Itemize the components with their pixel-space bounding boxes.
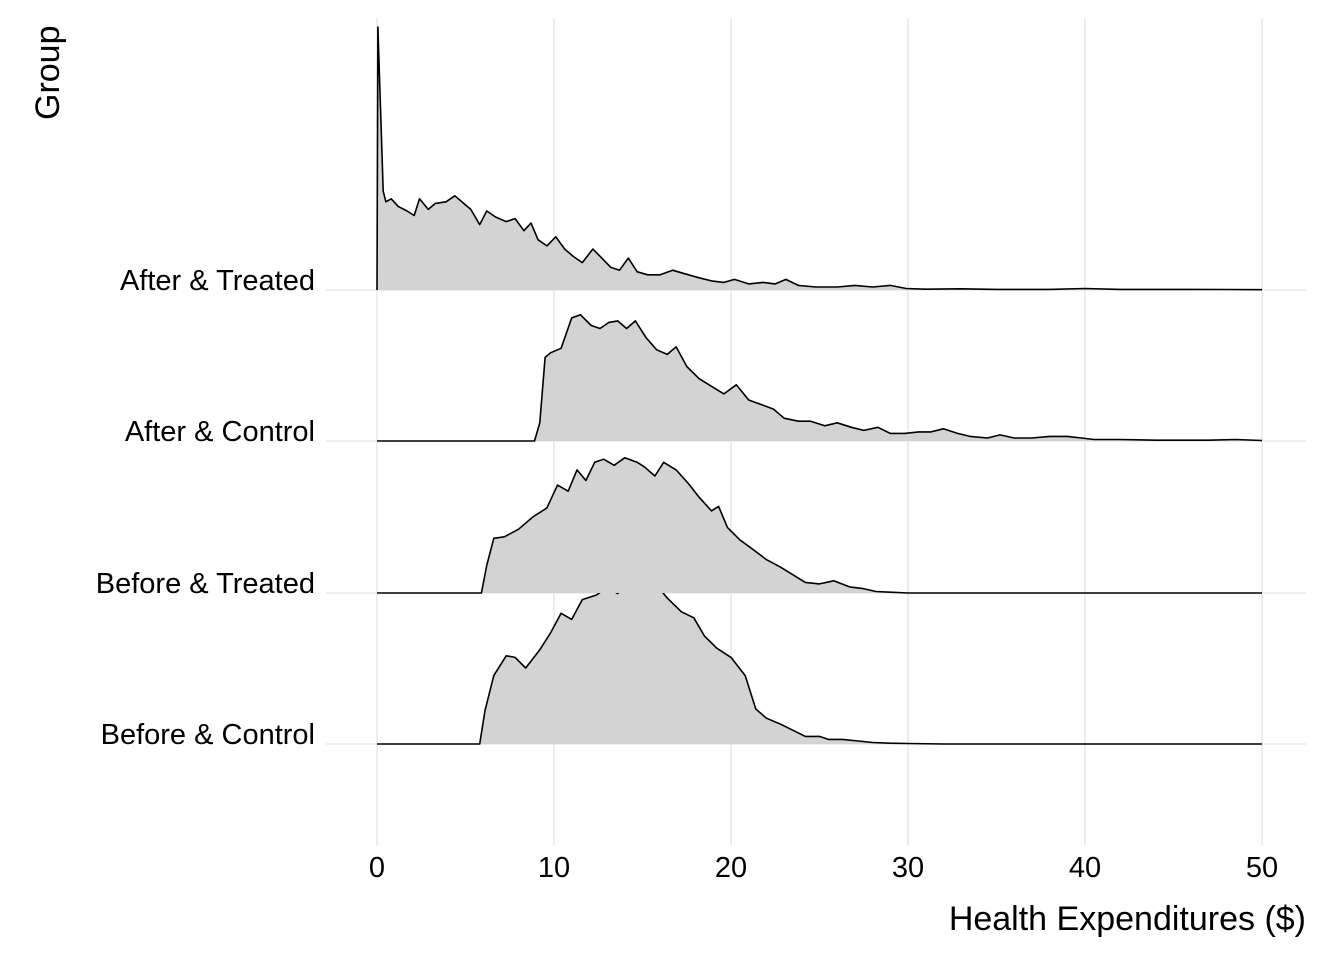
x-tick-label: 10 bbox=[538, 852, 570, 884]
x-axis-title: Health Expenditures ($) bbox=[949, 900, 1306, 938]
density-area bbox=[377, 27, 1262, 290]
ridge-layer bbox=[376, 26, 1263, 745]
y-tick-label: Before & Treated bbox=[96, 568, 315, 600]
density-line bbox=[376, 26, 1263, 291]
x-tick-label: 40 bbox=[1069, 852, 1101, 884]
density-area bbox=[377, 576, 1262, 744]
density-area bbox=[377, 457, 1262, 593]
y-axis-title: Group bbox=[29, 26, 67, 121]
density-line bbox=[377, 456, 1262, 594]
y-tick-label: After & Treated bbox=[120, 265, 315, 297]
x-tick-labels: 0 10 20 30 40 50 bbox=[369, 852, 1278, 884]
density-line bbox=[377, 576, 1262, 745]
x-tick-label: 0 bbox=[369, 852, 385, 884]
x-tick-label: 30 bbox=[892, 852, 924, 884]
x-tick-label: 20 bbox=[715, 852, 747, 884]
x-tick-label: 50 bbox=[1246, 852, 1278, 884]
y-tick-label: Before & Control bbox=[101, 719, 315, 751]
y-tick-labels: Before & Control Before & Treated After & … bbox=[96, 265, 315, 751]
density-area bbox=[377, 314, 1262, 441]
y-tick-label: After & Control bbox=[125, 416, 315, 448]
density-line bbox=[377, 314, 1263, 442]
